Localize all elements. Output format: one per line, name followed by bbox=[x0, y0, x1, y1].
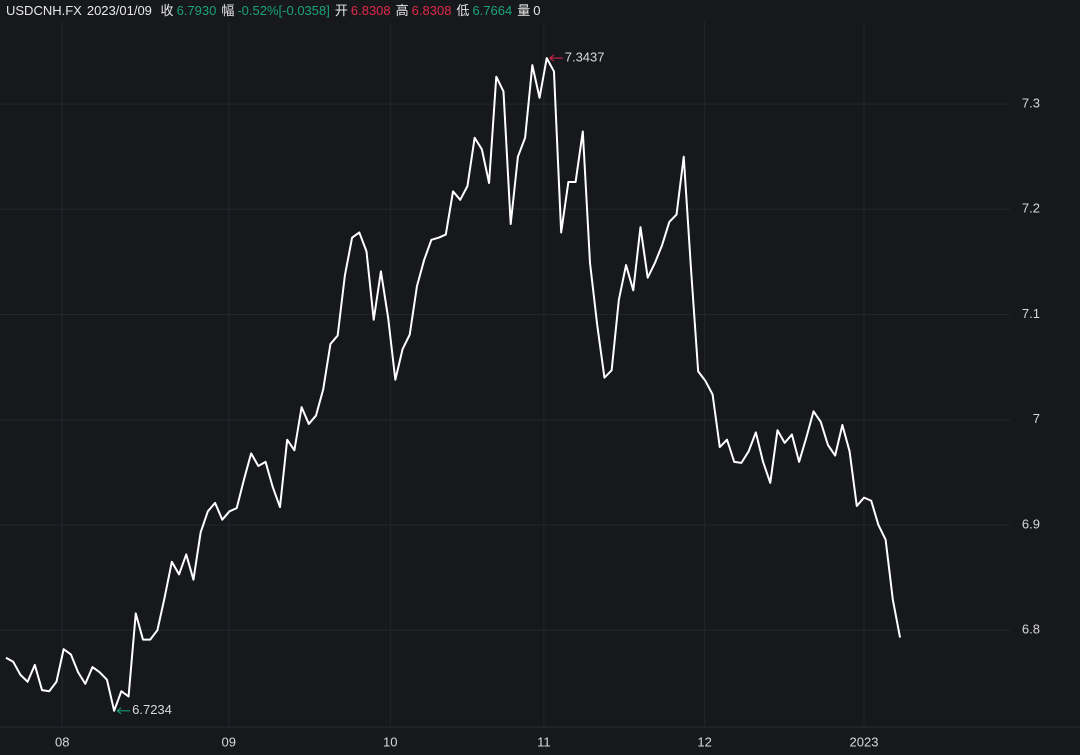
field-value: 0 bbox=[533, 3, 541, 18]
x-tick-label: 10 bbox=[383, 734, 397, 749]
y-tick-label: 7 bbox=[1033, 411, 1040, 426]
price-line bbox=[5, 57, 902, 712]
y-tick-label: 7.3 bbox=[1022, 96, 1040, 111]
field-label: 收 bbox=[160, 3, 174, 18]
field-value: 6.8308 bbox=[411, 3, 452, 18]
field-value: -0.52%[-0.0358] bbox=[237, 3, 330, 18]
x-tick-label: 12 bbox=[697, 734, 711, 749]
field-value: 6.8308 bbox=[350, 3, 391, 18]
x-tick-label: 08 bbox=[55, 734, 69, 749]
y-tick-label: 7.1 bbox=[1022, 306, 1040, 321]
symbol: USDCNH.FX bbox=[6, 3, 82, 18]
low-label: 6.7234 bbox=[132, 702, 172, 717]
field-value: 6.7664 bbox=[472, 3, 513, 18]
high-label: 7.3437 bbox=[565, 50, 605, 65]
field-label: 高 bbox=[395, 3, 409, 18]
y-tick-label: 6.8 bbox=[1022, 622, 1040, 637]
field-label: 量 bbox=[517, 3, 531, 18]
arrow-head bbox=[549, 54, 555, 62]
field-label: 幅 bbox=[221, 3, 235, 18]
date: 2023/01/09 bbox=[86, 3, 152, 18]
x-tick-label: 11 bbox=[537, 734, 551, 749]
field-label: 开 bbox=[334, 3, 348, 18]
header: USDCNH.FX 2023/01/09 收 6.7930 幅 -0.52%[-0.03… bbox=[6, 0, 545, 22]
x-tick-label: 2023 bbox=[850, 734, 879, 749]
x-tick-label: 09 bbox=[222, 734, 236, 749]
field-value: 6.7930 bbox=[176, 3, 217, 18]
field-label: 低 bbox=[456, 3, 470, 18]
y-tick-label: 7.2 bbox=[1022, 201, 1040, 216]
y-tick-label: 6.9 bbox=[1022, 516, 1040, 531]
arrow-head bbox=[116, 707, 122, 715]
